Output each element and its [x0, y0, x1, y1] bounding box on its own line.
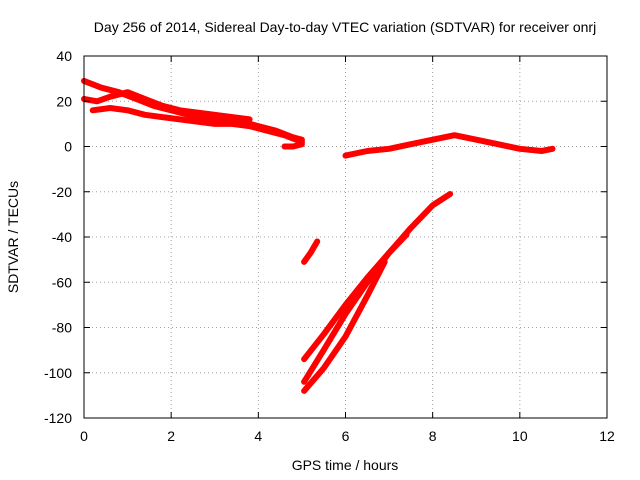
series-layer: [81, 77, 556, 394]
x-tick-label: 0: [80, 428, 88, 444]
x-tick-label: 10: [512, 428, 528, 444]
x-axis-label: GPS time / hours: [292, 457, 399, 473]
x-tick-label: 2: [167, 428, 175, 444]
x-tick-label: 4: [254, 428, 262, 444]
y-tick-label: -120: [44, 410, 72, 426]
y-tick-label: 40: [56, 48, 72, 64]
series-3: [89, 105, 305, 145]
series-5: [342, 132, 556, 159]
chart-title: Day 256 of 2014, Sidereal Day-to-day VTE…: [94, 19, 596, 35]
y-tick-label: -20: [52, 184, 72, 200]
series-6: [301, 238, 321, 265]
tick-layer: 0 2 4 6 8 10 12 -120 -100 -80 -60 -40 -20 0 20 40: [44, 48, 615, 444]
y-tick-label: -60: [52, 274, 72, 290]
y-tick-label: 20: [56, 93, 72, 109]
y-tick-label: -100: [44, 365, 72, 381]
x-tick-label: 6: [342, 428, 350, 444]
series-8: [301, 231, 410, 385]
y-tick-label: 0: [64, 139, 72, 155]
series-9: [301, 258, 388, 394]
series-2: [81, 89, 253, 123]
y-tick-label: -40: [52, 229, 72, 245]
y-tick-label: -80: [52, 320, 72, 336]
x-tick-label: 8: [429, 428, 437, 444]
x-tick-label: 12: [599, 428, 615, 444]
y-axis-label: SDTVAR / TECUs: [5, 181, 21, 293]
series-4: [281, 141, 305, 150]
